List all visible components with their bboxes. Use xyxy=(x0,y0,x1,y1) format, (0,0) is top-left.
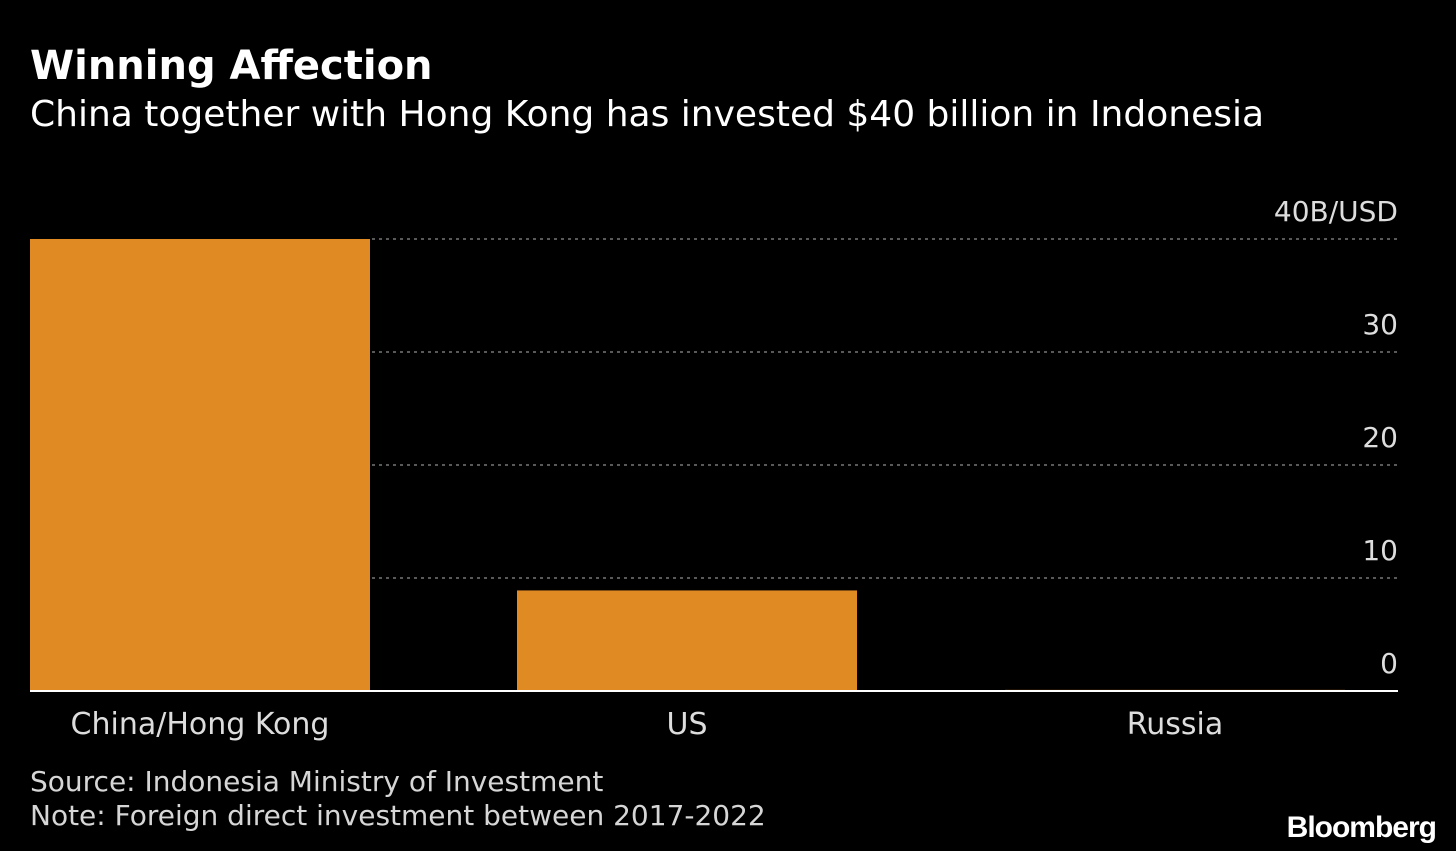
y-tick-label-40: 40B/USD xyxy=(1274,195,1398,228)
footnote: Note: Foreign direct investment between … xyxy=(30,799,766,832)
chart-subtitle: China together with Hong Kong has invest… xyxy=(30,94,1265,135)
y-tick-label-30: 30 xyxy=(1362,308,1398,341)
x-tick-label-1: US xyxy=(666,707,707,742)
y-tick-label-20: 20 xyxy=(1362,421,1398,454)
bar-1 xyxy=(517,590,857,691)
x-tick-label-2: Russia xyxy=(1127,707,1224,742)
source-note: Source: Indonesia Ministry of Investment xyxy=(30,765,604,798)
bar-0 xyxy=(30,239,370,691)
x-tick-label-0: China/Hong Kong xyxy=(71,707,330,742)
chart-title: Winning Affection xyxy=(30,43,433,89)
y-tick-label-10: 10 xyxy=(1362,534,1398,567)
y-tick-label-0: 0 xyxy=(1380,647,1398,680)
bloomberg-logo: Bloomberg xyxy=(1286,811,1437,844)
